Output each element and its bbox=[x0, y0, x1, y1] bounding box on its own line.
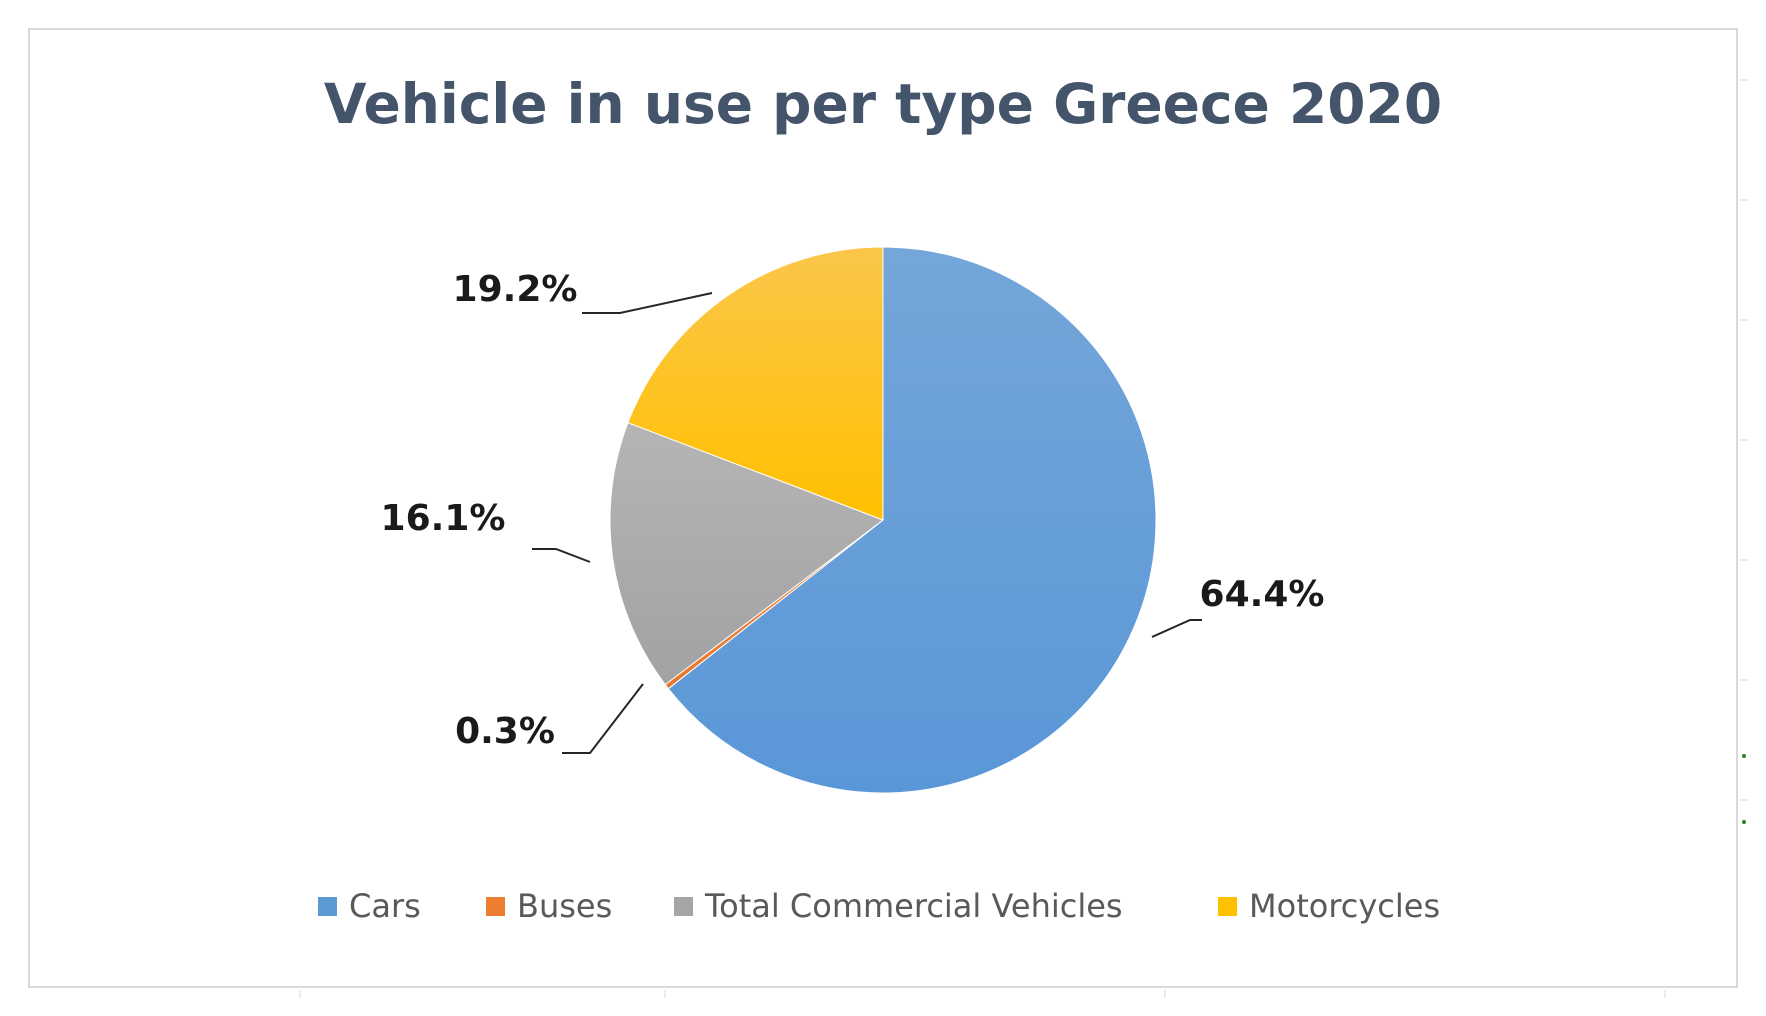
pie-slice-cars bbox=[667, 246, 1157, 794]
leader-lines bbox=[532, 292, 1202, 754]
chart-title: Vehicle in use per type Greece 2020 bbox=[324, 72, 1442, 136]
leader-line-motorcycles bbox=[582, 292, 713, 314]
leader-line-cars bbox=[1151, 619, 1202, 638]
background-gridticks bbox=[299, 79, 1748, 998]
data-label-cars: 64.4% bbox=[1200, 574, 1325, 615]
data-label-motorcycles: 19.2% bbox=[453, 269, 578, 310]
legend: Cars Buses Total Commercial Vehicles Motorc… bbox=[318, 887, 1440, 925]
legend-swatch-cars bbox=[318, 897, 337, 916]
legend-label-buses: Buses bbox=[517, 887, 612, 925]
legend-label-total-commercial-vehicles: Total Commercial Vehicles bbox=[704, 887, 1123, 925]
leader-line-total-commercial-vehicles bbox=[532, 548, 591, 563]
pie-slice-total-commercial-vehicles bbox=[609, 422, 885, 686]
legend-swatch-motorcycles bbox=[1218, 897, 1237, 916]
pie-slices bbox=[609, 246, 1157, 794]
data-label-buses: 0.3% bbox=[455, 711, 555, 752]
legend-label-motorcycles: Motorcycles bbox=[1249, 887, 1440, 925]
data-label-total-commercial-vehicles: 16.1% bbox=[381, 498, 506, 539]
legend-swatch-buses bbox=[486, 897, 505, 916]
legend-label-cars: Cars bbox=[349, 887, 421, 925]
pie-slice-motorcycles bbox=[627, 246, 884, 521]
data-labels: 64.4% 0.3% 16.1% 19.2% bbox=[381, 269, 1325, 752]
leader-line-buses bbox=[562, 683, 644, 754]
legend-swatch-total-commercial-vehicles bbox=[674, 897, 693, 916]
